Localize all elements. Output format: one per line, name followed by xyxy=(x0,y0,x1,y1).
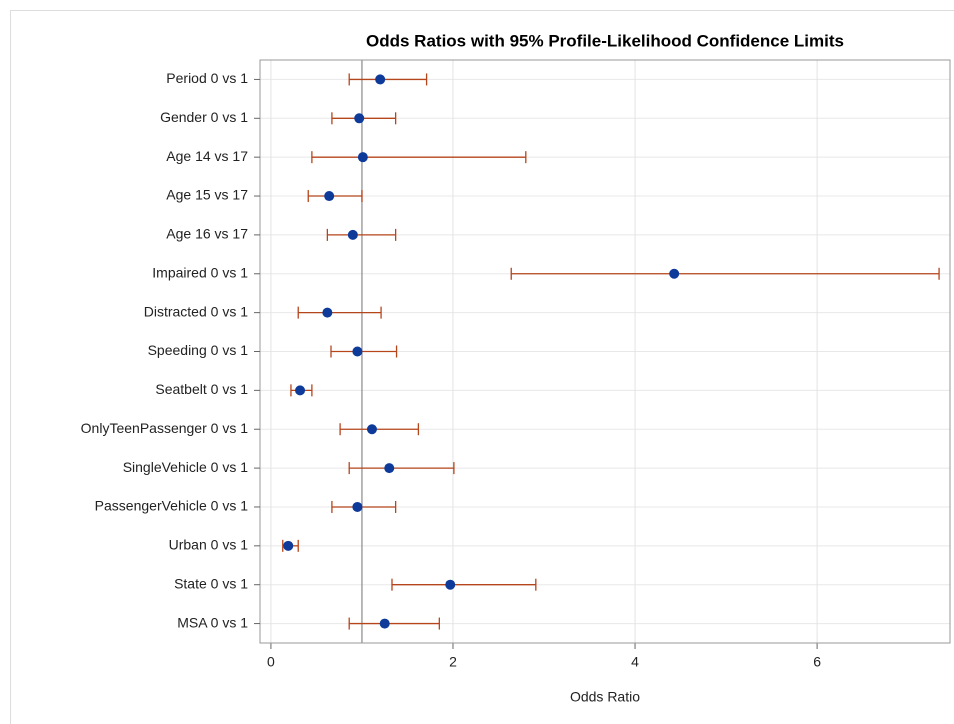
point xyxy=(379,618,390,629)
point xyxy=(445,579,456,590)
point xyxy=(375,74,386,85)
y-tick-label: Age 15 vs 17 xyxy=(166,187,248,203)
point xyxy=(283,540,294,551)
y-tick-label: Age 14 vs 17 xyxy=(166,148,248,164)
x-tick-label: 2 xyxy=(449,654,457,670)
point xyxy=(669,268,680,279)
point xyxy=(347,229,358,240)
point xyxy=(357,152,368,163)
y-tick-label: Age 16 vs 17 xyxy=(166,226,248,242)
x-tick-label: 6 xyxy=(813,654,821,670)
y-tick-label: PassengerVehicle 0 vs 1 xyxy=(95,498,249,514)
y-tick-label: OnlyTeenPassenger 0 vs 1 xyxy=(81,420,249,436)
point xyxy=(352,501,363,512)
page-frame xyxy=(10,10,954,724)
point xyxy=(354,113,365,124)
point xyxy=(352,346,363,357)
x-tick-label: 0 xyxy=(267,654,275,670)
point xyxy=(324,191,335,202)
y-tick-label: Speeding 0 vs 1 xyxy=(148,342,249,358)
y-tick-label: MSA 0 vs 1 xyxy=(177,614,248,630)
x-tick-label: 4 xyxy=(631,654,639,670)
chart-title: Odds Ratios with 95% Profile-Likelihood … xyxy=(366,31,844,50)
y-tick-label: SingleVehicle 0 vs 1 xyxy=(123,459,249,475)
point xyxy=(295,385,306,396)
y-tick-label: Gender 0 vs 1 xyxy=(160,109,248,125)
y-tick-label: Impaired 0 vs 1 xyxy=(152,264,248,280)
y-tick-label: Seatbelt 0 vs 1 xyxy=(155,381,248,397)
x-axis-label: Odds Ratio xyxy=(570,689,640,705)
point xyxy=(384,463,395,474)
point xyxy=(322,307,333,318)
y-tick-label: Urban 0 vs 1 xyxy=(169,537,249,553)
y-tick-label: State 0 vs 1 xyxy=(174,575,248,591)
y-tick-label: Distracted 0 vs 1 xyxy=(144,303,248,319)
point xyxy=(366,424,377,435)
y-tick-label: Period 0 vs 1 xyxy=(166,70,248,86)
